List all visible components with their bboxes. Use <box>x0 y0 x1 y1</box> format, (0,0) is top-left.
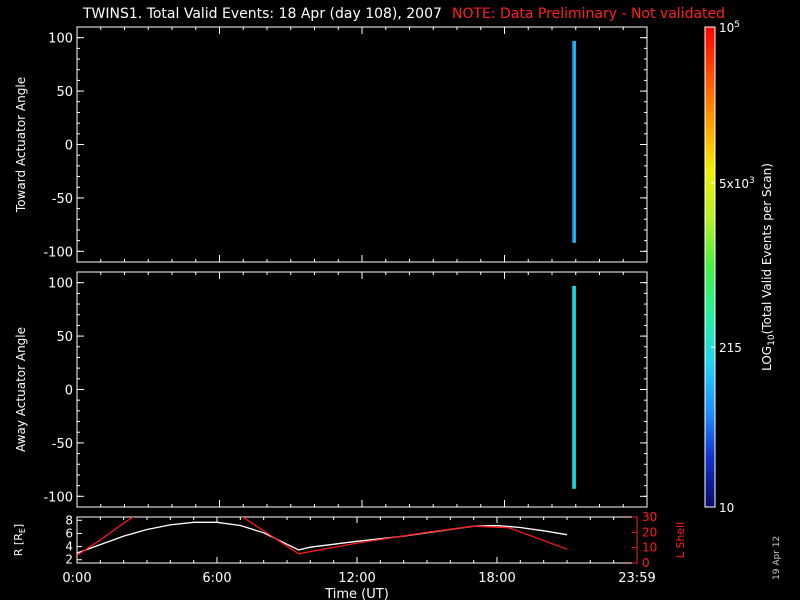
chart-title-bar: TWINS1. Total Valid Events: 18 Apr (day … <box>0 6 800 24</box>
colorbar-label: LOG10(Total Valid Events per Scan) <box>760 163 777 371</box>
panel-1-ytick-label: 50 <box>56 85 73 100</box>
colorbar-tick-label: 215 <box>719 341 742 355</box>
panel-1-ytick-label: -100 <box>43 245 73 260</box>
panel-1-frame <box>76 26 648 263</box>
panel-1-ylabel: Toward Actuator Angle <box>14 77 28 213</box>
orbit-xtick-label: 23:59 <box>618 571 655 586</box>
date-stamp: 19 Apr 12 <box>772 535 782 580</box>
orbit-xtick-label: 6:00 <box>202 571 231 586</box>
panel-1-ytick-label: 0 <box>65 139 73 154</box>
preliminary-note: NOTE: Data Preliminary - Not validated <box>452 6 726 22</box>
panel-2-ytick-label: 50 <box>56 330 73 345</box>
panel-2-ytick-label: -100 <box>43 490 73 505</box>
lshell-line <box>77 517 568 556</box>
colorbar-tick-label: 105 <box>719 20 740 35</box>
colorbar-tick-label: 5x103 <box>719 176 755 191</box>
orbit-xtick-label: 18:00 <box>478 571 515 586</box>
xaxis-label: Time (UT) <box>324 587 389 600</box>
panel-2-ytick-label: 0 <box>65 384 73 399</box>
panel-1-data-bar <box>572 40 575 243</box>
orbit-ytick-left-label: 2 <box>65 553 73 567</box>
orbit-ytick-right-label: 10 <box>642 541 657 555</box>
panel-2-ytick-label: 100 <box>48 277 73 292</box>
orbit-ytick-right-label: 30 <box>642 510 657 524</box>
panel-2-ylabel: Away Actuator Angle <box>14 327 28 452</box>
panel-1-ytick-label: 100 <box>48 32 73 47</box>
orbit-panel-frame <box>76 516 638 564</box>
orbit-ylabel-right: L Shell <box>674 522 687 558</box>
panel-2-data-bar <box>573 285 576 489</box>
radial-distance-line <box>77 521 568 554</box>
orbit-ytick-right-label: 0 <box>642 556 650 570</box>
panel-2-ytick-label: -50 <box>52 437 73 452</box>
chart-title: TWINS1. Total Valid Events: 18 Apr (day … <box>83 6 442 22</box>
panel-2-frame <box>76 271 648 508</box>
panel-1-ytick-label: -50 <box>52 192 73 207</box>
orbit-ytick-left-label: 4 <box>65 540 73 554</box>
orbit-ytick-left-label: 8 <box>65 513 73 527</box>
colorbar <box>704 26 716 508</box>
orbit-xtick-label: 12:00 <box>338 571 375 586</box>
orbit-ytick-right-label: 20 <box>642 525 657 539</box>
panel-1-data-bar <box>573 40 576 243</box>
orbit-ylabel-left: R [RE] <box>12 524 27 556</box>
colorbar-tick-label: 10 <box>719 501 734 515</box>
orbit-ytick-left-label: 6 <box>65 526 73 540</box>
panel-2-data-bar <box>572 285 575 489</box>
orbit-xtick-label: 0:00 <box>62 571 91 586</box>
